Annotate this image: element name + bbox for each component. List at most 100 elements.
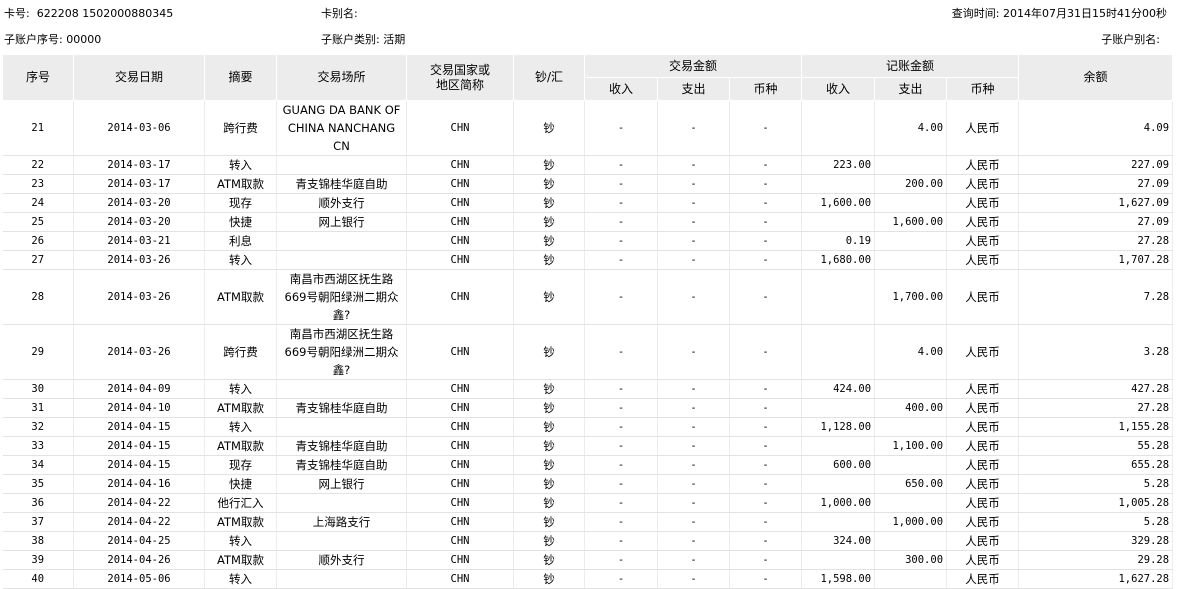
table-row: 23 2014-03-17 ATM取款 青支锦桂华庭自助 CHN 钞 - - -200.00 人民…	[2, 174, 1174, 194]
table-cell: 2014-04-25	[73, 531, 205, 551]
table-cell: -	[729, 231, 803, 251]
header-row: 收入 支出 币种 收入 支出 币种	[3, 77, 1173, 101]
table-cell: ATM取款	[204, 436, 277, 456]
header-cell: 交易日期	[73, 54, 205, 101]
value: 活期	[383, 33, 406, 46]
table-cell: CHN	[406, 512, 514, 532]
table-cell: 现存	[204, 455, 277, 475]
table-cell: 钞	[513, 493, 585, 513]
table-cell: -	[584, 493, 658, 513]
table-cell: 227.09	[1018, 155, 1174, 175]
table-cell: -	[657, 531, 730, 551]
table-cell: 1,000.00	[874, 512, 948, 532]
table-cell: 转入	[204, 250, 277, 270]
table-row: 37 2014-04-22 ATM取款 上海路支行 CHN 钞 - - -1,000.00 人民币…	[2, 512, 1174, 532]
table-cell: 22	[2, 155, 74, 175]
table-cell: -	[584, 512, 658, 532]
table-cell: 2014-03-17	[73, 155, 205, 175]
table-cell: 1,680.00	[801, 250, 876, 270]
table-cell: 1,155.28	[1018, 417, 1174, 437]
table-cell: 钞	[513, 398, 585, 418]
table-cell: CHN	[406, 250, 514, 270]
table-cell: 2014-03-20	[73, 212, 205, 232]
table-cell: 1,128.00	[801, 417, 876, 437]
table-cell: 2014-04-22	[73, 512, 205, 532]
table-cell: 55.28	[1018, 436, 1174, 456]
table-cell: 32	[2, 417, 74, 437]
table-cell: 324.00	[801, 531, 876, 551]
table-cell	[276, 569, 407, 589]
table-cell: 顺外支行	[276, 193, 407, 213]
table-cell: 人民币	[946, 155, 1020, 175]
table-cell: 1,700.00	[874, 269, 948, 325]
table-cell	[874, 231, 948, 251]
table-cell: 钞	[513, 324, 585, 380]
value: 00000	[66, 33, 102, 46]
table-cell: -	[584, 155, 658, 175]
table-cell: -	[657, 474, 730, 494]
table-cell: 30	[2, 379, 74, 399]
table-cell: 转入	[204, 379, 277, 399]
table-cell: -	[729, 531, 803, 551]
table-cell	[874, 417, 948, 437]
table-row: 31 2014-04-10 ATM取款 青支锦桂华庭自助 CHN 钞 - - -400.00 人民…	[2, 398, 1174, 418]
table-cell: 跨行费	[204, 100, 277, 156]
table-cell: 223.00	[801, 155, 876, 175]
table-cell: CHN	[406, 417, 514, 437]
table-cell: 1,600.00	[874, 212, 948, 232]
table-cell: CHN	[406, 379, 514, 399]
table-cell: 2014-03-26	[73, 324, 205, 380]
table-row: 28 2014-03-26 ATM取款 南昌市西湖区抚生路669号朝阳绿洲二期众鑫? C…	[2, 269, 1174, 325]
table-cell: 网上银行	[276, 474, 407, 494]
table-cell: -	[584, 455, 658, 475]
table-cell: 青支锦桂华庭自助	[276, 455, 407, 475]
table-row: 29 2014-03-26 跨行费 南昌市西湖区抚生路669号朝阳绿洲二期众鑫? CHN…	[2, 324, 1174, 380]
table-cell: CHN	[406, 155, 514, 175]
table-row: 26 2014-03-21 利息 CHN 钞 - - -0.19 人民币 27.28	[2, 231, 1174, 251]
table-cell: 427.28	[1018, 379, 1174, 399]
table-cell: 钞	[513, 550, 585, 570]
table-cell: CHN	[406, 569, 514, 589]
table-cell: 27.09	[1018, 174, 1174, 194]
table-cell: 人民币	[946, 474, 1020, 494]
table-cell: -	[657, 493, 730, 513]
table-cell: 27.09	[1018, 212, 1174, 232]
table-cell: 人民币	[946, 398, 1020, 418]
table-cell: -	[729, 550, 803, 570]
table-cell: -	[729, 100, 803, 156]
table-cell	[276, 231, 407, 251]
table-cell: -	[584, 417, 658, 437]
table-cell: -	[584, 174, 658, 194]
table-cell: -	[657, 212, 730, 232]
table-cell: 南昌市西湖区抚生路669号朝阳绿洲二期众鑫?	[276, 269, 407, 325]
table-cell: 27.28	[1018, 231, 1174, 251]
table-cell: 青支锦桂华庭自助	[276, 174, 407, 194]
table-cell: 40	[2, 569, 74, 589]
table-cell: CHN	[406, 212, 514, 232]
table-body: 21 2014-03-06 跨行费 GUANG DA BANK OF CHINA NA…	[2, 100, 1174, 589]
table-cell: -	[657, 155, 730, 175]
table-cell: -	[584, 269, 658, 325]
table-cell: 600.00	[801, 455, 876, 475]
table-row: 40 2014-05-06 转入 CHN 钞 - - -1,598.00 人民币 1,627.28	[2, 569, 1174, 589]
table-cell: 5.28	[1018, 474, 1174, 494]
table-cell: -	[584, 474, 658, 494]
value: 2014年07月31日15时41分00秒	[1003, 7, 1167, 20]
table-cell: 1,600.00	[801, 193, 876, 213]
table-cell: -	[729, 512, 803, 532]
table-cell: 顺外支行	[276, 550, 407, 570]
table-cell: CHN	[406, 269, 514, 325]
table-cell: -	[729, 474, 803, 494]
table-cell: CHN	[406, 493, 514, 513]
table-cell: 人民币	[946, 417, 1020, 437]
header-cell: 交易场所	[276, 54, 407, 101]
header-cell: 记账金额	[801, 54, 1020, 78]
table-cell: -	[729, 212, 803, 232]
table-cell: 人民币	[946, 231, 1020, 251]
table-cell: 1,627.09	[1018, 193, 1174, 213]
table-cell: 37	[2, 512, 74, 532]
table-cell: 2014-04-22	[73, 493, 205, 513]
table-cell	[801, 212, 876, 232]
label: 子账户别名:	[1101, 33, 1160, 46]
header-cell: 支出	[657, 77, 730, 101]
